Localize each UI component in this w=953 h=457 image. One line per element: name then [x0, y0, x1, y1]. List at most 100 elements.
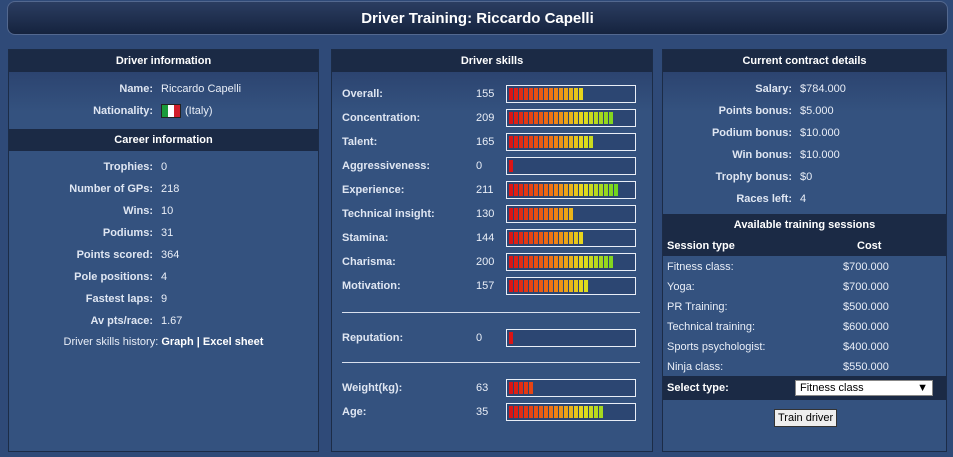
session-cost: $550.000 [843, 361, 889, 373]
skill-1-bar-segment [554, 112, 558, 124]
skill-6-bar-segment [554, 232, 558, 244]
skill-7-value: 200 [476, 256, 495, 268]
skill-5-bar-segment [509, 208, 513, 220]
skill-1-bar-segment [549, 112, 553, 124]
skill-4-bar-segment [544, 184, 548, 196]
skill-1-bar-segment [569, 112, 573, 124]
skills-history-links: Driver skills history: Graph | Excel she… [9, 336, 318, 348]
skill-4-bar-segment [559, 184, 563, 196]
physical-0-bar-segment [509, 382, 513, 394]
career-stat-4-label: Points scored: [76, 249, 153, 261]
train-driver-button[interactable]: Train driver [774, 409, 838, 427]
skill-1-bar-segment [579, 112, 583, 124]
skill-4-bar-segment [534, 184, 538, 196]
skill-4-label: Experience: [342, 184, 405, 196]
name-row: Name: Riccardo Capelli [9, 81, 318, 97]
career-stat-0-value: 0 [161, 161, 168, 173]
skill-4-bar-segment [529, 184, 533, 196]
physical-1-bar-segment [589, 406, 593, 418]
physical-1-bar [506, 403, 636, 421]
skill-7-bar-segment [514, 256, 518, 268]
skill-8-bar-segment [544, 280, 548, 292]
career-stat-5-value: 4 [161, 271, 168, 283]
skill-0-bar-segment [574, 88, 578, 100]
contract-0-label: Salary: [755, 83, 792, 95]
skill-8-bar-segment [574, 280, 578, 292]
career-stat-3-value: 31 [161, 227, 174, 239]
excel-sheet-link[interactable]: Excel sheet [202, 336, 264, 348]
skill-0-bar-segment [534, 88, 538, 100]
contract-4-row: Trophy bonus: $0 [663, 169, 946, 185]
skill-4-bar-segment [574, 184, 578, 196]
skills-separator [342, 312, 640, 313]
reputation-bar-segment [509, 332, 513, 344]
skill-7-bar-segment [549, 256, 553, 268]
skill-7-bar-segment [569, 256, 573, 268]
skill-1-bar-segment [559, 112, 563, 124]
skill-1-bar-segment [594, 112, 598, 124]
skill-8-value: 157 [476, 280, 495, 292]
physical-1-bar-segment [509, 406, 513, 418]
skill-8-bar-segment [534, 280, 538, 292]
chevron-down-icon: ▼ [917, 382, 928, 394]
nationality-value: (Italy) [185, 105, 213, 117]
skill-2-bar-segment [589, 136, 593, 148]
skill-5-label: Technical insight: [342, 208, 435, 220]
skill-6-bar-segment [519, 232, 523, 244]
select-type-label: Select type: [667, 382, 729, 394]
skill-5-bar-segment [539, 208, 543, 220]
career-stat-6-label: Fastest laps: [85, 293, 153, 305]
career-stat-2-value: 10 [161, 205, 174, 217]
skill-1-bar-segment [539, 112, 543, 124]
skill-2-bar-segment [564, 136, 568, 148]
physical-0-bar-fill [509, 382, 633, 394]
skill-4-bar-segment [614, 184, 618, 196]
physical-1-bar-segment [544, 406, 548, 418]
career-stat-3-row: Podiums: 31 [9, 225, 318, 241]
career-stat-2-row: Wins: 10 [9, 203, 318, 219]
session-cost: $700.000 [843, 281, 889, 293]
skill-6-bar-segment [524, 232, 528, 244]
skill-4-bar-segment [604, 184, 608, 196]
training-type-select[interactable]: Fitness class ▼ [795, 380, 933, 396]
training-session-row: PR Training: $500.000 [663, 297, 946, 317]
skill-1-bar-segment [544, 112, 548, 124]
skill-6-bar-segment [569, 232, 573, 244]
physical-1-bar-segment [579, 406, 583, 418]
contract-3-value: $10.000 [800, 149, 840, 161]
skill-2-bar-segment [549, 136, 553, 148]
skill-0-bar-fill [509, 88, 633, 100]
skill-7-bar-segment [519, 256, 523, 268]
skill-7-bar-segment [599, 256, 603, 268]
skill-7-row: Charisma: 200 [342, 252, 642, 272]
training-table-header: Session type Cost [663, 236, 946, 256]
career-stat-5-label: Pole positions: [74, 271, 153, 283]
session-type: PR Training: [667, 301, 728, 313]
skill-8-bar-segment [549, 280, 553, 292]
career-stat-7-label: Av pts/race: [90, 315, 153, 327]
graph-link[interactable]: Graph [161, 336, 194, 348]
physical-1-value: 35 [476, 406, 489, 418]
skill-8-bar-segment [564, 280, 568, 292]
skill-8-row: Motivation: 157 [342, 276, 642, 296]
skill-1-value: 209 [476, 112, 495, 124]
skill-4-bar [506, 181, 636, 199]
physical-1-bar-fill [509, 406, 633, 418]
skill-2-bar-segment [519, 136, 523, 148]
physical-1-label: Age: [342, 406, 367, 418]
skill-8-bar-segment [554, 280, 558, 292]
nationality-label: Nationality: [93, 105, 153, 117]
career-stat-0-label: Trophies: [103, 161, 153, 173]
physical-1-bar-segment [594, 406, 598, 418]
skill-4-row: Experience: 211 [342, 180, 642, 200]
skill-8-bar-segment [529, 280, 533, 292]
skill-8-bar-segment [579, 280, 583, 292]
physical-0-bar-segment [514, 382, 518, 394]
session-type: Technical training: [667, 321, 756, 333]
physical-1-bar-segment [534, 406, 538, 418]
skill-7-bar-segment [544, 256, 548, 268]
skill-6-bar-segment [529, 232, 533, 244]
skill-2-bar-segment [534, 136, 538, 148]
career-stat-6-value: 9 [161, 293, 168, 305]
skill-5-bar-segment [544, 208, 548, 220]
